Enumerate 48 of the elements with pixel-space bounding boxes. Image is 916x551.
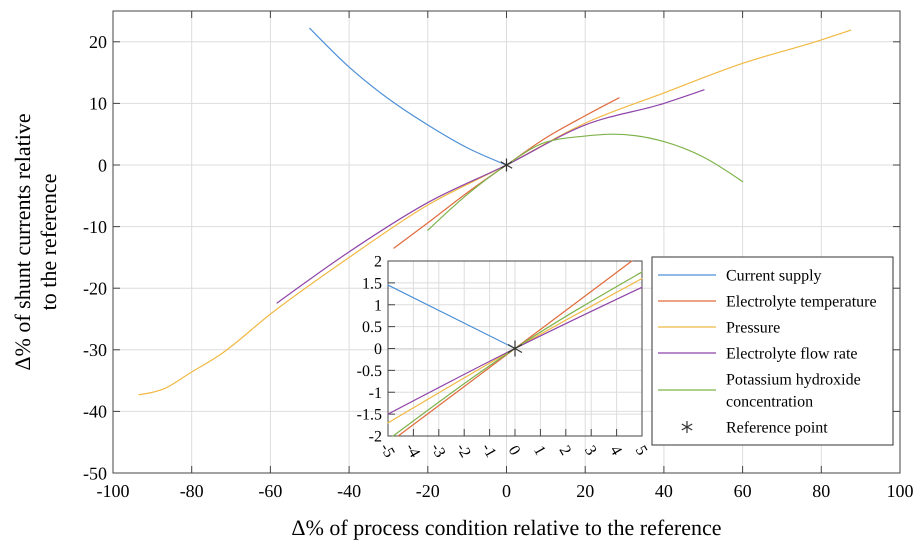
y-tick-label: -0.5: [356, 362, 382, 380]
legend-label: Reference point: [726, 420, 828, 437]
x-tick-label: 3: [580, 442, 600, 458]
y-tick-label: 2: [374, 254, 382, 271]
x-tick-label: 60: [734, 481, 752, 501]
x-tick-label: 1: [530, 442, 549, 458]
y-tick-label: -40: [83, 402, 107, 422]
y-tick-label: 10: [89, 94, 107, 114]
legend-label: Pressure: [726, 320, 780, 337]
y-tick-label: 0: [98, 155, 107, 176]
x-tick-label: -60: [258, 481, 282, 501]
y-tick-label: 0: [374, 341, 382, 358]
x-tick-label: 0: [502, 481, 511, 501]
legend-label: Electrolyte flow rate: [726, 346, 858, 363]
x-tick-label: 4: [606, 442, 626, 458]
y-tick-label: -50: [83, 463, 107, 484]
line-series: [393, 97, 620, 249]
x-tick-label: 0: [504, 442, 524, 458]
x-tick-label: -3: [427, 440, 449, 461]
x-tick-label: -100: [96, 481, 130, 501]
x-tick-label: -1: [478, 440, 500, 461]
x-tick-label: -20: [416, 481, 440, 501]
line-series: [309, 28, 508, 166]
x-tick-label: 80: [812, 481, 830, 501]
x-tick-label: -2: [452, 440, 474, 461]
legend-label: Potassium hydroxide concentration: [726, 372, 861, 411]
y-axis-title: Δ% of shunt currents relative to the reference: [10, 113, 61, 371]
y-tick-label: 1: [374, 297, 382, 314]
y-tick-label: 0.5: [362, 319, 382, 336]
y-tick-label: -1: [368, 384, 382, 402]
legend-label: Electrolyte temperature: [726, 294, 877, 311]
y-tick-label: -30: [83, 340, 107, 360]
y-tick-label: 20: [89, 32, 107, 52]
x-axis-title: Δ% of process condition relative to the reference: [291, 515, 722, 540]
x-tick-label: -40: [337, 481, 362, 501]
x-tick-label: 2: [555, 442, 574, 458]
y-tick-label: 1.5: [362, 275, 382, 292]
x-tick-label: 20: [576, 481, 594, 501]
x-tick-label: 100: [886, 481, 914, 501]
x-tick-label: 40: [654, 481, 673, 501]
x-tick-label: -80: [180, 481, 204, 501]
x-tick-label: -4: [402, 440, 424, 461]
y-tick-label: -10: [83, 216, 107, 237]
y-tick-label: -20: [83, 278, 107, 298]
line-series: [427, 134, 744, 231]
x-tick-label: 5: [632, 442, 650, 458]
y-tick-label: -1.5: [356, 406, 382, 424]
legend-label: Current supply: [726, 268, 822, 285]
